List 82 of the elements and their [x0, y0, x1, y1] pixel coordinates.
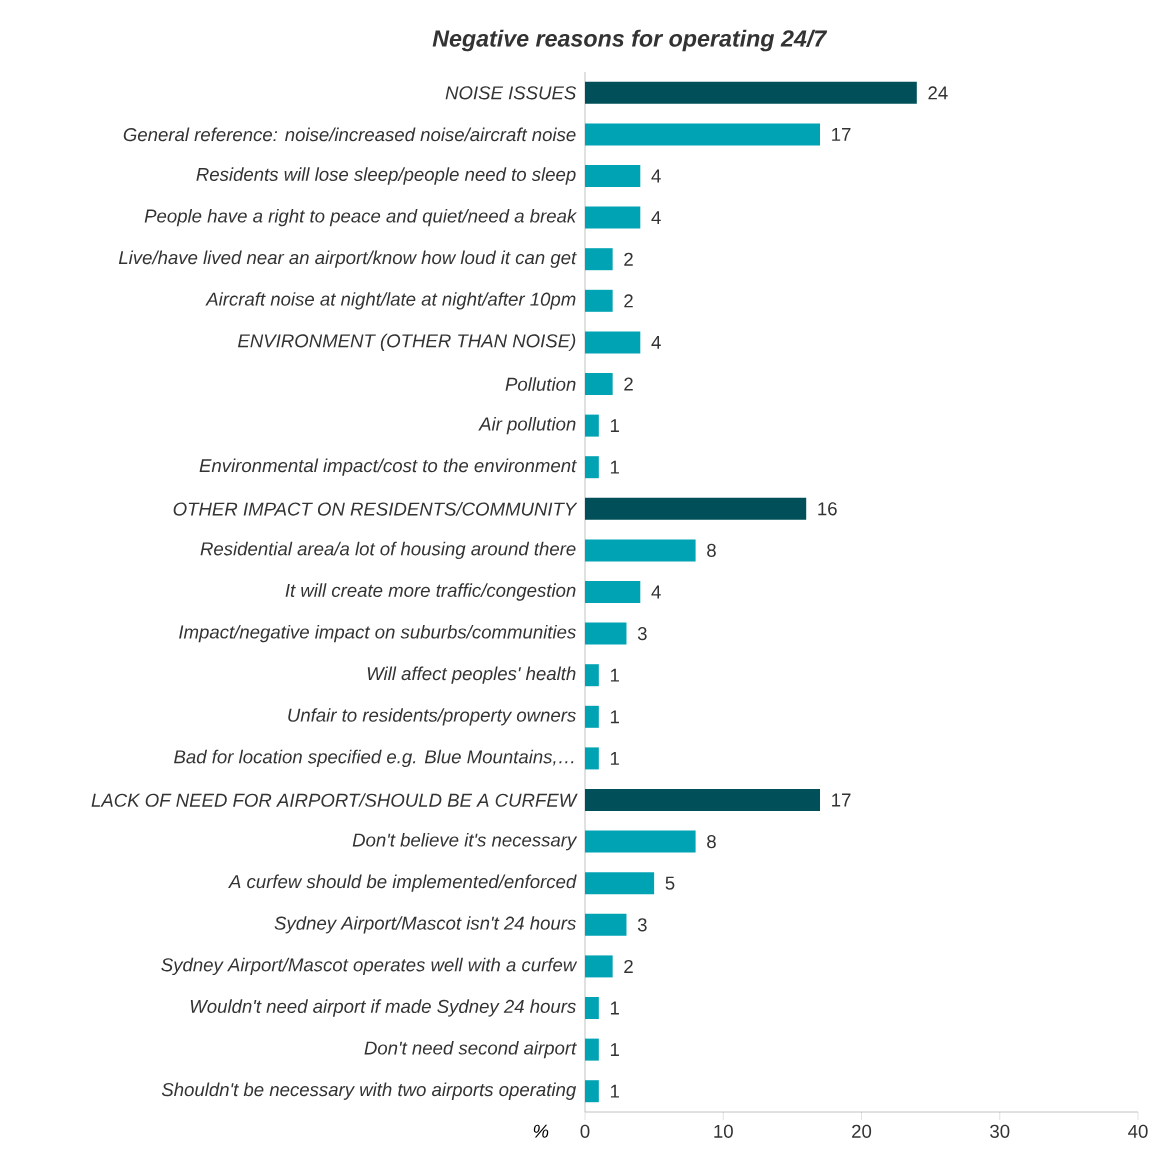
bar	[585, 997, 599, 1020]
data-label: 1	[610, 460, 619, 474]
y-tick-label: Don't need second airport	[364, 1040, 577, 1059]
y-tick-label: Will affect peoples' health	[367, 666, 576, 684]
y-tick-label: Unfair to residents/property owners	[288, 708, 576, 726]
bar	[585, 206, 641, 229]
y-tick-label: Wouldn't need airport if made Sydney 24 hours	[190, 999, 576, 1017]
data-label: 8	[707, 543, 716, 557]
y-tick-label: Aircraft noise at night/late at night/after 10pm	[205, 292, 576, 310]
bar	[585, 1038, 599, 1061]
data-label: 2	[624, 377, 633, 391]
data-label: 1	[610, 1084, 619, 1098]
bar	[585, 289, 613, 312]
data-label: 2	[624, 959, 633, 973]
x-tick-label: 30	[990, 1124, 1010, 1138]
bar	[585, 830, 696, 853]
bar	[585, 539, 696, 562]
x-axis-title: %	[533, 1124, 549, 1138]
bar	[585, 1080, 599, 1103]
x-tick-label: 10	[714, 1124, 733, 1138]
bar	[585, 248, 613, 271]
data-label: 1	[610, 1043, 619, 1057]
y-tick-label: LACK OF NEED FOR AIRPORT/SHOULD BE A CURFEW	[91, 793, 578, 807]
y-tick-label: General reference: noise/increased noise/aircraft noise	[123, 127, 576, 142]
y-tick-label: Impact/negative impact on suburbs/communities	[179, 624, 576, 643]
chart-title: Negative reasons for operating 24/7	[432, 29, 828, 52]
y-tick-label: Don't believe it's necessary	[352, 832, 578, 851]
bar	[585, 789, 821, 812]
bar	[585, 872, 655, 895]
y-tick-label: Live/have lived near an airport/know how loud it can get	[118, 250, 577, 268]
y-tick-label: NOISE ISSUES	[445, 86, 577, 100]
data-label: 2	[624, 294, 633, 308]
data-label: 1	[610, 1001, 619, 1015]
data-label: 4	[651, 211, 661, 224]
y-tick-label: ENVIRONMENT (OTHER THAN NOISE)	[237, 333, 576, 352]
bar	[585, 581, 641, 604]
bar	[585, 331, 641, 354]
y-tick-label: A curfew should be implemented/enforced	[228, 874, 577, 892]
bar	[585, 456, 599, 479]
bar	[585, 622, 627, 645]
y-tick-label: OTHER IMPACT ON RESIDENTS/COMMUNITY	[173, 501, 578, 516]
y-tick-label: Sydney Airport/Mascot isn't 24 hours	[274, 916, 576, 934]
bar	[585, 123, 821, 146]
bar	[585, 497, 807, 520]
bar	[585, 705, 599, 728]
data-label: 1	[610, 752, 619, 765]
data-label: 5	[665, 876, 675, 890]
data-label: 3	[637, 918, 647, 932]
data-label: 17	[832, 793, 851, 807]
y-tick-label: Residential area/a lot of housing around there	[200, 541, 576, 560]
y-tick-label: Bad for location specified e.g. Blue Mountains,…	[174, 749, 574, 768]
x-tick-label: 0	[580, 1124, 590, 1138]
bar	[585, 664, 599, 687]
bar	[585, 913, 627, 936]
bar	[585, 747, 599, 770]
y-tick-label: Sydney Airport/Mascot operates well with a curfew	[161, 957, 578, 976]
y-tick-label: It will create more traffic/congestion	[285, 583, 576, 601]
data-label: 16	[818, 502, 837, 516]
y-tick-label: Shouldn't be necessary with two airports operating	[161, 1082, 577, 1100]
x-tick-label: 20	[852, 1124, 872, 1138]
data-label: 1	[610, 419, 619, 432]
data-label: 4	[651, 585, 661, 599]
data-label: 1	[610, 710, 619, 724]
data-label: 17	[832, 128, 851, 141]
bar	[585, 373, 613, 396]
y-tick-label: Air pollution	[478, 416, 576, 435]
y-tick-label: Environmental impact/cost to the environment	[199, 458, 577, 476]
bar	[585, 165, 641, 187]
x-tick-label: 40	[1128, 1124, 1148, 1138]
data-label: 8	[707, 835, 716, 849]
y-tick-label: People have a right to peace and quiet/need a break	[144, 208, 577, 227]
bar	[585, 81, 917, 104]
data-label: 3	[637, 627, 647, 641]
bar	[585, 414, 599, 437]
bar	[585, 955, 613, 978]
data-label: 4	[651, 169, 661, 183]
data-label: 24	[928, 86, 948, 100]
data-label: 1	[610, 668, 619, 682]
data-label: 4	[651, 336, 661, 349]
data-label: 2	[624, 252, 633, 266]
y-tick-label: Residents will lose sleep/people need to sleep	[196, 167, 576, 185]
y-tick-label: Pollution	[505, 377, 576, 391]
